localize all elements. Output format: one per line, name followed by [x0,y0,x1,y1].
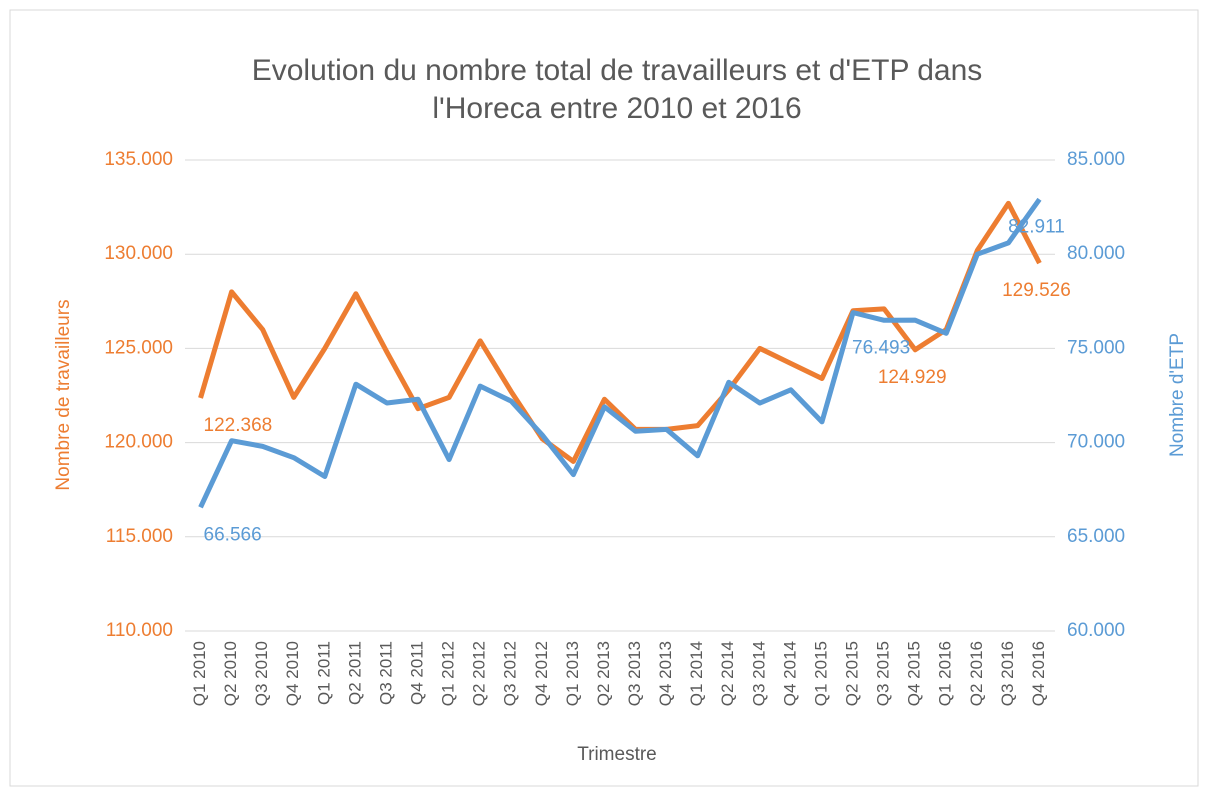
x-tick-label: Q4 2013 [656,641,675,706]
x-tick-label: Q4 2015 [905,641,924,706]
x-tick-label: Q1 2013 [563,641,582,706]
y2-tick-label: 80.000 [1067,243,1125,264]
series-line [198,197,1042,509]
data-label: 124.929 [878,367,947,388]
x-tick-label: Q3 2012 [501,641,520,706]
y-tick-label: 125.000 [104,337,173,358]
x-tick-label: Q1 2016 [936,641,955,706]
chart-title: l'Horeca entre 2010 et 2016 [432,92,801,125]
x-tick-label: Q4 2011 [408,641,427,705]
x-tick-label: Q1 2015 [811,641,830,706]
y2-tick-label: 60.000 [1067,620,1125,641]
x-tick-label: Q3 2015 [874,641,893,706]
y2-tick-label: 85.000 [1067,149,1125,170]
x-tick-label: Q3 2011 [376,641,395,705]
y-tick-label: 135.000 [104,149,173,170]
data-label: 129.526 [1002,280,1071,301]
x-tick-label: Q4 2016 [1029,641,1048,706]
y2-tick-label: 75.000 [1067,337,1125,358]
data-label: 66.566 [204,524,262,545]
x-tick-label: Q3 2010 [252,641,271,706]
data-label: 76.493 [852,337,910,358]
y2-axis-label: Nombre d'ETP [1167,333,1188,457]
x-tick-label: Q3 2013 [625,641,644,706]
x-axis-label: Trimestre [577,744,657,765]
x-tick-label: Q3 2016 [998,641,1017,706]
x-tick-label: Q3 2014 [749,641,768,706]
x-tick-label: Q2 2016 [967,641,986,706]
y2-tick-label: 70.000 [1067,432,1125,453]
x-tick-label: Q2 2015 [843,641,862,706]
y-tick-label: 115.000 [106,526,173,547]
x-tick-label: Q4 2012 [532,641,551,706]
x-tick-label: Q1 2014 [687,641,706,706]
x-tick-label: Q4 2014 [780,641,799,706]
x-tick-label: Q2 2010 [221,641,240,706]
x-tick-label: Q1 2010 [190,641,209,706]
data-label: 82.911 [1008,216,1065,237]
x-tick-label: Q4 2010 [283,641,302,706]
x-tick-label: Q2 2011 [345,641,364,705]
y-tick-label: 110.000 [106,620,173,641]
x-tick-label: Q1 2011 [314,641,333,705]
chart-title: Evolution du nombre total de travailleur… [252,54,983,87]
series-line [198,200,1042,464]
data-label: 122.368 [204,415,273,436]
x-tick-label: Q2 2014 [718,641,737,706]
y-axis-label: Nombre de travailleurs [53,299,74,490]
x-tick-label: Q2 2012 [470,641,489,706]
y2-tick-label: 65.000 [1067,526,1125,547]
x-tick-label: Q1 2012 [439,641,458,706]
y-tick-label: 120.000 [104,432,173,453]
y-tick-label: 130.000 [104,243,173,264]
x-tick-label: Q2 2013 [594,641,613,706]
